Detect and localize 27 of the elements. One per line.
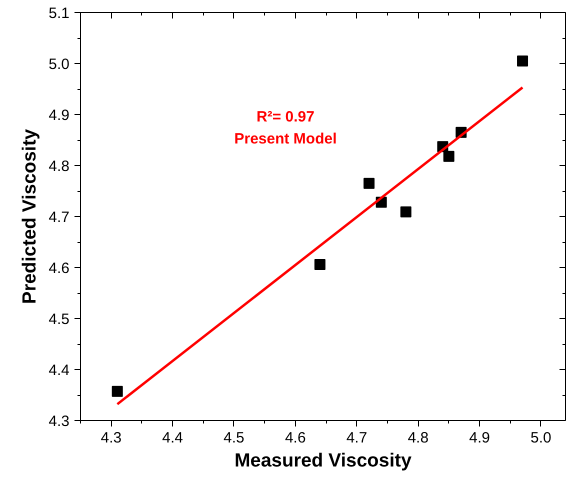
- x-tick-label: 4.8: [408, 430, 429, 446]
- y-tick-label: 4.8: [48, 158, 70, 175]
- x-axis-title: Measured Viscosity: [234, 450, 412, 472]
- x-tick-label: 4.4: [162, 430, 184, 446]
- y-tick-label: 4.4: [48, 362, 70, 379]
- y-tick-label: 4.9: [48, 107, 70, 124]
- annotation: Present Model: [234, 130, 337, 148]
- point: [112, 386, 123, 397]
- point: [517, 55, 528, 66]
- point: [364, 178, 375, 189]
- y-tick-label: 4.7: [48, 209, 70, 226]
- x-tick-label: 4.6: [284, 430, 306, 446]
- y-tick-label: 4.6: [48, 260, 70, 277]
- point: [443, 150, 454, 162]
- annotation: R²= 0.97: [256, 108, 314, 126]
- x-tick-label: 4.9: [469, 430, 490, 446]
- y-axis-title: Predicted Viscosity: [20, 128, 41, 304]
- x-tick-label: 4.5: [224, 430, 244, 446]
- y-tick-label: 4.5: [48, 311, 70, 328]
- y-tick-label: 5.0: [48, 56, 70, 73]
- x-tick-label: 5.0: [530, 430, 552, 446]
- x-tick-label: 4.7: [346, 430, 368, 446]
- point: [400, 206, 412, 218]
- x-tick-label: 4.3: [100, 430, 122, 446]
- y-tick-label: 4.3: [48, 413, 70, 430]
- y-tick-label: 5.1: [48, 5, 70, 22]
- point: [314, 258, 326, 270]
